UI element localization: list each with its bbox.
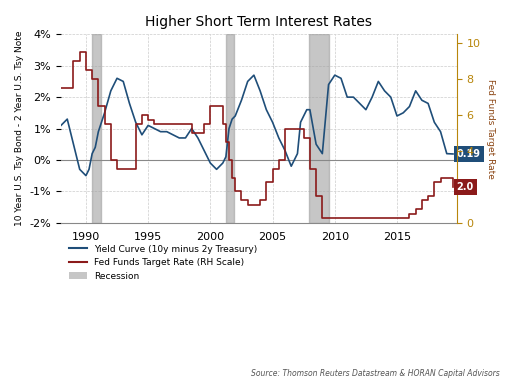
- Y-axis label: 10 Year U.S. Tsy Bond - 2 Year U.S. Tsy Note: 10 Year U.S. Tsy Bond - 2 Year U.S. Tsy …: [15, 31, 24, 226]
- Legend: Yield Curve (10y minus 2y Treasury), Fed Funds Target Rate (RH Scale), Recession: Yield Curve (10y minus 2y Treasury), Fed…: [66, 241, 261, 284]
- Text: Source: Thomson Reuters Datastream & HORAN Capital Advisors: Source: Thomson Reuters Datastream & HOR…: [250, 369, 499, 378]
- Text: 2.0: 2.0: [456, 182, 473, 192]
- Bar: [308, 34, 328, 223]
- Bar: [225, 34, 234, 223]
- Bar: [92, 34, 101, 223]
- Title: Higher Short Term Interest Rates: Higher Short Term Interest Rates: [145, 15, 372, 29]
- Y-axis label: Fed Funds Target Rate: Fed Funds Target Rate: [485, 79, 494, 178]
- Text: 0.19: 0.19: [456, 149, 480, 159]
